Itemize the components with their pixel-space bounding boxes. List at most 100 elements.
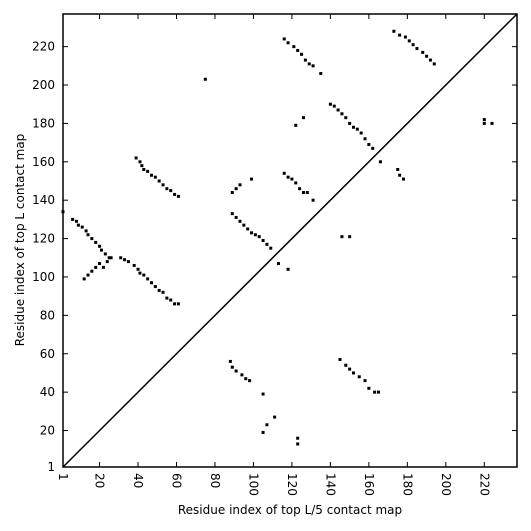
point: [292, 45, 296, 49]
y-tick-label: 200: [32, 78, 55, 92]
point: [165, 187, 169, 191]
point: [351, 125, 355, 129]
point: [165, 296, 169, 300]
point: [157, 179, 161, 183]
point: [257, 235, 261, 239]
point: [142, 273, 146, 277]
point: [234, 369, 238, 373]
point: [240, 373, 244, 377]
point: [238, 183, 242, 187]
point: [248, 379, 252, 383]
point: [169, 189, 173, 193]
point: [340, 112, 344, 116]
point: [286, 41, 290, 45]
point: [246, 227, 250, 231]
point: [378, 160, 382, 164]
point: [230, 191, 234, 195]
point: [244, 377, 248, 381]
point: [367, 143, 371, 147]
y-tick-label: 20: [40, 424, 55, 438]
point: [338, 358, 342, 362]
point: [80, 225, 84, 229]
x-axis-label: Residue index of top L/5 contact map: [178, 503, 402, 517]
point: [301, 116, 305, 120]
point: [71, 217, 75, 221]
y-tick-label: 100: [32, 270, 55, 284]
point: [348, 121, 352, 125]
point: [351, 371, 355, 375]
point: [296, 48, 300, 52]
point: [261, 392, 265, 396]
point: [173, 302, 177, 306]
x-tick-label: 220: [477, 473, 491, 496]
point: [146, 277, 150, 281]
point: [238, 219, 242, 223]
point: [119, 256, 123, 260]
y-tick-label: 80: [40, 308, 55, 322]
diagonal: [62, 13, 518, 468]
point: [303, 58, 307, 62]
point: [392, 29, 396, 33]
x-tick-label: 40: [131, 473, 145, 488]
point: [161, 290, 165, 294]
point: [242, 223, 246, 227]
point: [153, 175, 157, 179]
point: [230, 365, 234, 369]
y-tick-label: 160: [32, 155, 55, 169]
y-tick-label: 1: [47, 460, 55, 474]
point: [136, 267, 140, 271]
point: [411, 43, 415, 47]
point: [134, 156, 138, 160]
point: [294, 181, 298, 185]
y-tick-label: 60: [40, 347, 55, 361]
point: [328, 102, 332, 106]
point: [311, 64, 315, 68]
point: [90, 237, 94, 241]
point: [428, 58, 432, 62]
point: [273, 415, 277, 419]
point: [149, 173, 153, 177]
y-tick-label: 180: [32, 116, 55, 130]
point: [234, 187, 238, 191]
point: [402, 177, 405, 181]
point: [103, 252, 107, 256]
point: [398, 33, 402, 37]
point: [146, 169, 150, 173]
point: [301, 191, 305, 195]
point: [253, 233, 257, 237]
point: [282, 171, 286, 175]
point: [336, 108, 340, 112]
x-tick-label: 20: [93, 473, 107, 488]
point: [319, 72, 323, 76]
point: [294, 123, 298, 127]
point: [107, 256, 111, 260]
point: [269, 246, 273, 250]
point: [276, 262, 280, 266]
point: [142, 167, 146, 171]
point: [403, 35, 407, 39]
point: [101, 265, 105, 269]
point: [344, 116, 348, 120]
point: [98, 262, 102, 266]
point: [396, 167, 400, 171]
point: [76, 223, 80, 227]
point: [153, 285, 157, 289]
point: [123, 258, 127, 262]
point: [363, 379, 367, 383]
point: [340, 235, 344, 239]
point: [94, 240, 98, 244]
point: [305, 191, 309, 195]
point: [357, 375, 361, 379]
point: [348, 367, 352, 371]
point: [421, 50, 425, 54]
point: [169, 298, 173, 302]
point: [228, 359, 232, 363]
y-tick-label: 120: [32, 232, 55, 246]
x-tick-label: 60: [170, 473, 184, 488]
point: [82, 277, 86, 281]
y-tick-label: 220: [32, 40, 55, 54]
point: [286, 175, 290, 179]
point: [132, 263, 136, 267]
point: [482, 118, 486, 122]
